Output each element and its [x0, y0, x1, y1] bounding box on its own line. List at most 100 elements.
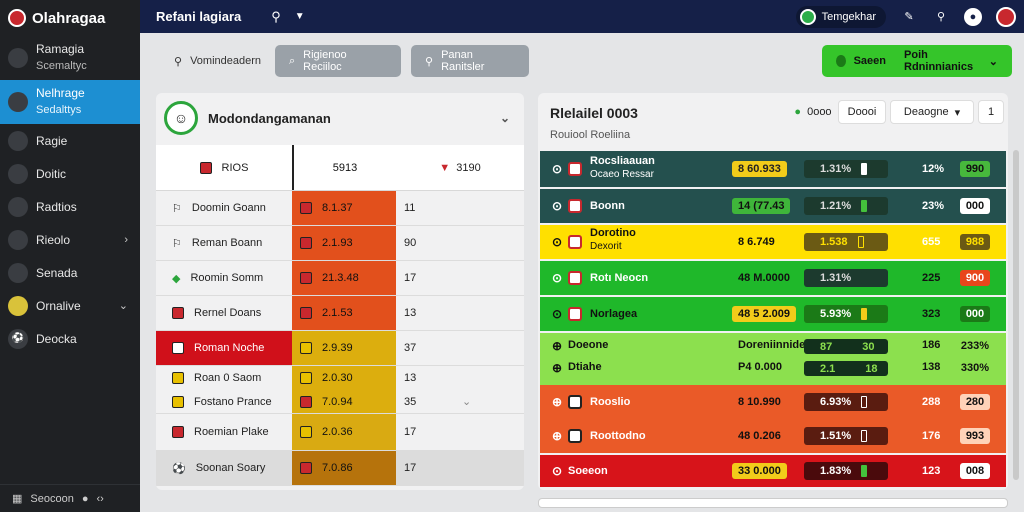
- score-badge: 000: [960, 198, 990, 214]
- table-row[interactable]: ⚽ Soonan Soary 7.0.86 17: [156, 451, 524, 486]
- odds-row[interactable]: ⊕ Rooslio 8 10.990 6.93% 288 280: [540, 385, 1006, 419]
- team-logo-icon: [568, 235, 582, 249]
- panel-subtitle: Rouiool Roeliina: [550, 129, 631, 141]
- filter-button[interactable]: Doooi: [838, 100, 886, 124]
- team-name: Norlagea: [590, 308, 638, 320]
- sidebar-item-1[interactable]: Ramagia Scemaltyc: [0, 36, 140, 80]
- team-logo-icon: [568, 162, 582, 176]
- grid-icon[interactable]: ▦: [12, 493, 23, 505]
- settings-icon[interactable]: ●: [81, 492, 89, 505]
- col-header-num[interactable]: ▼ 3190: [396, 145, 524, 190]
- percent-value: 655: [922, 236, 941, 248]
- odds-row[interactable]: ⊙ Boonn 14 (77.43 1.21% 23% 000: [540, 189, 1006, 223]
- player-icon: [8, 262, 28, 283]
- app-name: Olahragaa: [32, 9, 106, 27]
- sort-icon[interactable]: ⌄: [462, 396, 472, 408]
- bar-marker: [861, 308, 868, 320]
- table-row[interactable]: Rernel Doans 2.1.53 13: [156, 296, 524, 331]
- search-icon[interactable]: ⚲: [936, 11, 946, 23]
- vertical-scrollbar[interactable]: [1013, 150, 1019, 480]
- sidebar-item-3[interactable]: Ragie: [0, 124, 140, 157]
- probability-bar: 1.31%: [804, 160, 888, 178]
- table-row[interactable]: Roan 0 Saom 2.0.30 13: [156, 366, 524, 390]
- probability-bar: 87 30: [804, 339, 888, 354]
- col-header-value[interactable]: 5913: [292, 145, 396, 190]
- col-header-team[interactable]: RIOS: [156, 145, 292, 190]
- team-logo-icon: [568, 307, 582, 321]
- team-name: Roottodno: [590, 430, 646, 442]
- score-badge: 993: [960, 428, 990, 444]
- odds-row[interactable]: ⊕ Roottodno 48 0.206 1.51% 176 993: [540, 419, 1006, 453]
- team-value: 21.3.48: [322, 272, 359, 284]
- search-icon: ⚲: [425, 55, 434, 68]
- table-row[interactable]: Fostano Prance 7.0.94 35 ⌄: [156, 390, 524, 414]
- flag-icon: [172, 307, 184, 319]
- search-icon[interactable]: ⚲: [271, 8, 281, 24]
- sort-order-button[interactable]: 1: [978, 100, 1004, 124]
- chevron-down-icon[interactable]: ⌄: [499, 111, 510, 125]
- team-name: Soeeon: [568, 465, 608, 477]
- probability-bar: 2.1 18: [804, 361, 888, 376]
- notification-icon[interactable]: ●: [964, 7, 982, 26]
- team-list-panel: ☺ Modondangamanan ⌄ RIOS 5913 ▼ 3190 ⚐ Do…: [156, 93, 524, 490]
- sort-dropdown[interactable]: Deaogne ▾: [890, 100, 974, 124]
- sidebar-item-4[interactable]: Doitic: [0, 157, 140, 190]
- sidebar-item-9[interactable]: ⚽ Deocka: [0, 322, 140, 355]
- table-row[interactable]: ⚐ Reman Boann 2.1.93 90: [156, 226, 524, 261]
- sidebar-item-2[interactable]: Nelhrage Sedalttys: [0, 80, 140, 124]
- team-name: Rocsliaauan: [590, 155, 655, 167]
- brand[interactable]: Olahragaa: [0, 0, 140, 36]
- avatar[interactable]: [996, 6, 1016, 27]
- ball-icon: [8, 295, 28, 316]
- score-badge: 233%: [960, 340, 990, 352]
- sidebar-item-8[interactable]: Ornalive ⌄: [0, 289, 140, 322]
- search-button[interactable]: ⚲ Vomindeadern: [160, 45, 282, 77]
- table-row-selected[interactable]: Roman Noche 2.9.39 37: [156, 331, 524, 366]
- table-row[interactable]: Roemian Plake 2.0.36 17: [156, 414, 524, 451]
- edit-icon[interactable]: ✎: [904, 11, 914, 23]
- sidebar-item-6[interactable]: Rieolo ›: [0, 223, 140, 256]
- chevron-down-icon[interactable]: ▼: [294, 11, 305, 22]
- player-icon: [8, 130, 28, 151]
- flag-icon: [300, 372, 312, 384]
- odds-row-group[interactable]: ⊕ Doeone Doreniinnide 87 30 186 233% ⊕ Dt…: [540, 333, 1006, 385]
- chevron-right-icon: ›: [124, 233, 128, 246]
- horizontal-scrollbar[interactable]: [538, 498, 1008, 508]
- sidebar-item-7[interactable]: Senada: [0, 256, 140, 289]
- team-value: 7.0.86: [322, 462, 353, 474]
- pin-icon: ⊙: [552, 199, 563, 213]
- team-value: 2.1.53: [322, 307, 353, 319]
- primary-action-button[interactable]: Saeen Poih Rdninnianics ⌄: [822, 45, 1012, 77]
- odds-badge: 48 0.206: [738, 430, 781, 442]
- filter-button[interactable]: ⌕ Rigienoo Reciiloc: [275, 45, 401, 77]
- table-row[interactable]: ⚐ Doomin Goann 8.1.37 11: [156, 191, 524, 226]
- odds-badge: 48 5 2.009: [732, 306, 796, 322]
- sidebar-item-5[interactable]: Radtios: [0, 190, 140, 223]
- mode-toggle[interactable]: Temgekhar: [795, 5, 886, 28]
- odds-badge: P4 0.000: [738, 361, 783, 373]
- team-number: 35: [404, 395, 417, 408]
- expand-icon[interactable]: ‹›: [96, 492, 104, 505]
- odds-row[interactable]: ⊙ Rocsliaauan Ocaeo Ressar 8 60.933 1.31…: [540, 151, 1006, 187]
- table-row[interactable]: ◆ Roomin Somm 21.3.48 17: [156, 261, 524, 296]
- page-title: Refani lagiara: [156, 9, 242, 24]
- sidebar-item-sublabel: Scemaltyc: [36, 60, 87, 72]
- percent-value: 323: [922, 308, 941, 320]
- pin-icon: ⊕: [552, 395, 563, 409]
- odds-row[interactable]: ⊙ Rotı Neocn 48 M.0000 1.31% 225 900: [540, 261, 1006, 295]
- odds-row[interactable]: ⊙ Soeeon 33 0.000 1.83% 123 008: [540, 455, 1006, 487]
- indicator-button[interactable]: ● 0ooo: [794, 100, 832, 124]
- pin-icon: ⊙: [552, 307, 563, 321]
- team-subname: Ocaeo Ressar: [590, 169, 654, 180]
- search-panel-button[interactable]: ⚲ Panan Ranitsler: [411, 45, 529, 77]
- score-badge: 988: [960, 234, 990, 250]
- bar-value: 1.538: [820, 236, 848, 248]
- panel-title: Modondangamanan: [208, 110, 331, 126]
- odds-row[interactable]: ⊙ Norlagea 48 5 2.009 5.93% 323 000: [540, 297, 1006, 331]
- sort-label: Deaogne: [903, 106, 949, 118]
- sidebar-item-label: Ramagia: [36, 42, 85, 56]
- team-number: 17: [404, 462, 417, 474]
- panel-header[interactable]: ☺ Modondangamanan ⌄: [156, 93, 524, 143]
- team-name: Rernel Doans: [194, 307, 262, 319]
- odds-row[interactable]: ⊙ Dorotino Dexorit 8 6.749 1.538 655 988: [540, 225, 1006, 259]
